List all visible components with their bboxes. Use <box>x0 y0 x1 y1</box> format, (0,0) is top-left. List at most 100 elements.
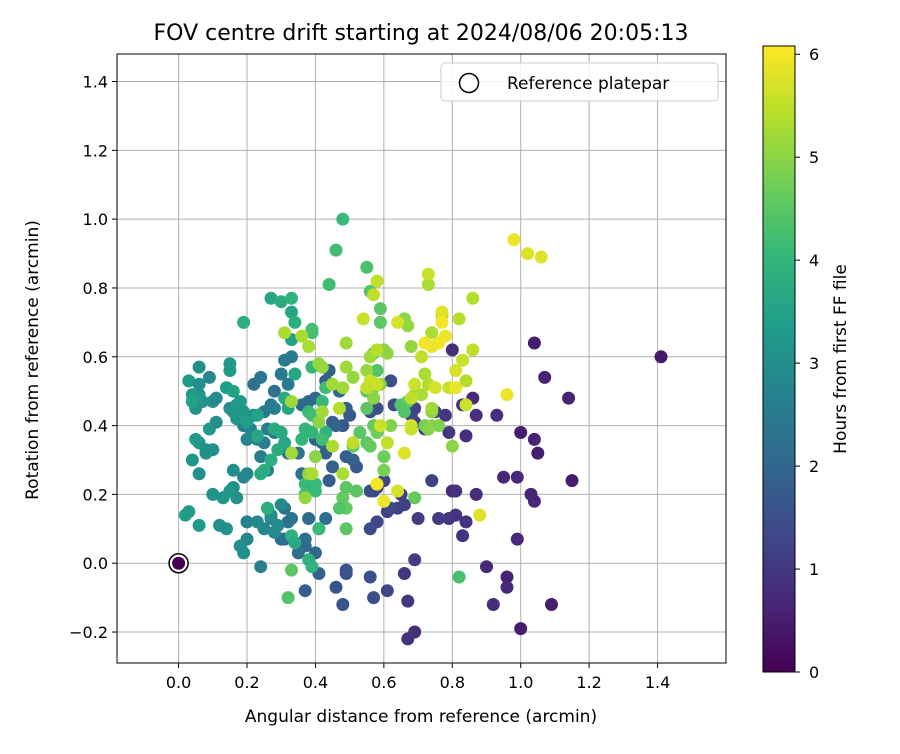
data-point <box>237 315 251 329</box>
legend: Reference platepar <box>440 62 719 102</box>
data-point <box>240 415 254 429</box>
data-point <box>216 491 230 505</box>
data-point <box>370 343 384 357</box>
data-point <box>459 515 473 529</box>
data-point <box>449 508 463 522</box>
y-axis: −0.2 0.0 0.2 0.4 0.6 0.8 1.0 1.2 1.4 <box>69 73 117 642</box>
y-axis-label: Rotation from reference (arcmin) <box>23 220 43 500</box>
data-point <box>202 370 216 384</box>
data-point <box>223 357 237 371</box>
data-point <box>182 374 196 388</box>
data-point <box>466 291 480 305</box>
chart-title: FOV centre drift starting at 2024/08/06 … <box>154 21 689 46</box>
data-point <box>302 512 316 525</box>
data-point <box>281 591 295 605</box>
x-tick-label: 0.6 <box>371 673 396 692</box>
data-point <box>285 350 298 364</box>
data-point <box>438 408 452 422</box>
data-point <box>254 450 268 464</box>
colorbar-tick-label: 3 <box>809 354 819 373</box>
data-point <box>206 487 220 501</box>
data-point <box>435 315 449 329</box>
data-point <box>490 408 504 422</box>
data-point <box>445 343 459 357</box>
data-point <box>370 477 384 491</box>
data-point <box>367 591 381 605</box>
data-point <box>336 467 350 481</box>
x-tick-label: 0.4 <box>303 673 328 692</box>
x-axis: 0.0 0.2 0.4 0.6 0.8 1.0 1.2 1.4 <box>166 663 670 692</box>
data-point <box>418 367 432 381</box>
data-point <box>271 518 285 532</box>
y-tick-label: 0.8 <box>83 279 108 298</box>
data-point <box>271 443 285 457</box>
data-point <box>377 450 391 464</box>
data-point <box>459 374 473 388</box>
data-point <box>326 439 339 453</box>
data-point <box>274 295 288 309</box>
y-tick-label: 0.4 <box>83 417 108 436</box>
y-tick-label: 1.2 <box>83 141 108 160</box>
colorbar-tick-label: 6 <box>809 45 819 64</box>
data-point <box>421 267 435 281</box>
data-point <box>308 484 322 498</box>
data-point <box>339 481 353 494</box>
data-point <box>456 529 470 543</box>
data-point <box>285 291 298 305</box>
data-point <box>312 522 326 536</box>
data-point <box>250 408 264 422</box>
data-point <box>401 319 415 333</box>
colorbar-frame <box>762 45 796 673</box>
data-point <box>408 377 422 391</box>
data-point <box>565 474 579 488</box>
data-point <box>391 315 405 329</box>
data-point <box>449 364 463 377</box>
x-tick-label: 0.8 <box>440 673 465 692</box>
data-point <box>445 439 459 453</box>
data-point <box>305 560 319 574</box>
data-point <box>391 484 405 498</box>
data-point <box>285 446 298 460</box>
data-point <box>285 305 298 319</box>
data-point <box>432 419 446 433</box>
data-point <box>360 260 374 274</box>
data-point <box>356 312 370 326</box>
data-point <box>425 401 439 415</box>
data-point <box>339 336 353 350</box>
data-point <box>442 426 456 439</box>
data-point <box>363 570 377 584</box>
data-point <box>370 274 384 288</box>
data-point <box>534 250 548 264</box>
data-point <box>397 446 411 460</box>
legend-box <box>440 62 719 102</box>
data-point <box>274 367 288 381</box>
data-point <box>367 391 381 405</box>
data-point <box>322 278 336 291</box>
data-point <box>233 401 247 415</box>
data-point <box>192 467 206 481</box>
data-point <box>346 370 360 384</box>
data-point <box>510 470 524 484</box>
data-points <box>172 212 668 646</box>
data-point <box>332 401 346 415</box>
data-point <box>254 560 268 574</box>
data-point <box>360 381 374 395</box>
data-point <box>500 388 514 402</box>
data-point <box>380 436 394 450</box>
data-point <box>452 570 466 584</box>
colorbar-tick-label: 5 <box>809 148 819 167</box>
data-point <box>415 350 428 364</box>
data-point <box>298 491 312 505</box>
data-point <box>295 432 309 446</box>
data-point <box>326 377 339 391</box>
data-point <box>469 487 483 501</box>
data-point <box>500 570 514 584</box>
data-point <box>360 401 374 415</box>
data-point <box>339 360 353 374</box>
data-point <box>298 532 312 546</box>
data-point <box>377 494 391 508</box>
data-point <box>459 429 473 443</box>
data-point <box>480 560 493 574</box>
